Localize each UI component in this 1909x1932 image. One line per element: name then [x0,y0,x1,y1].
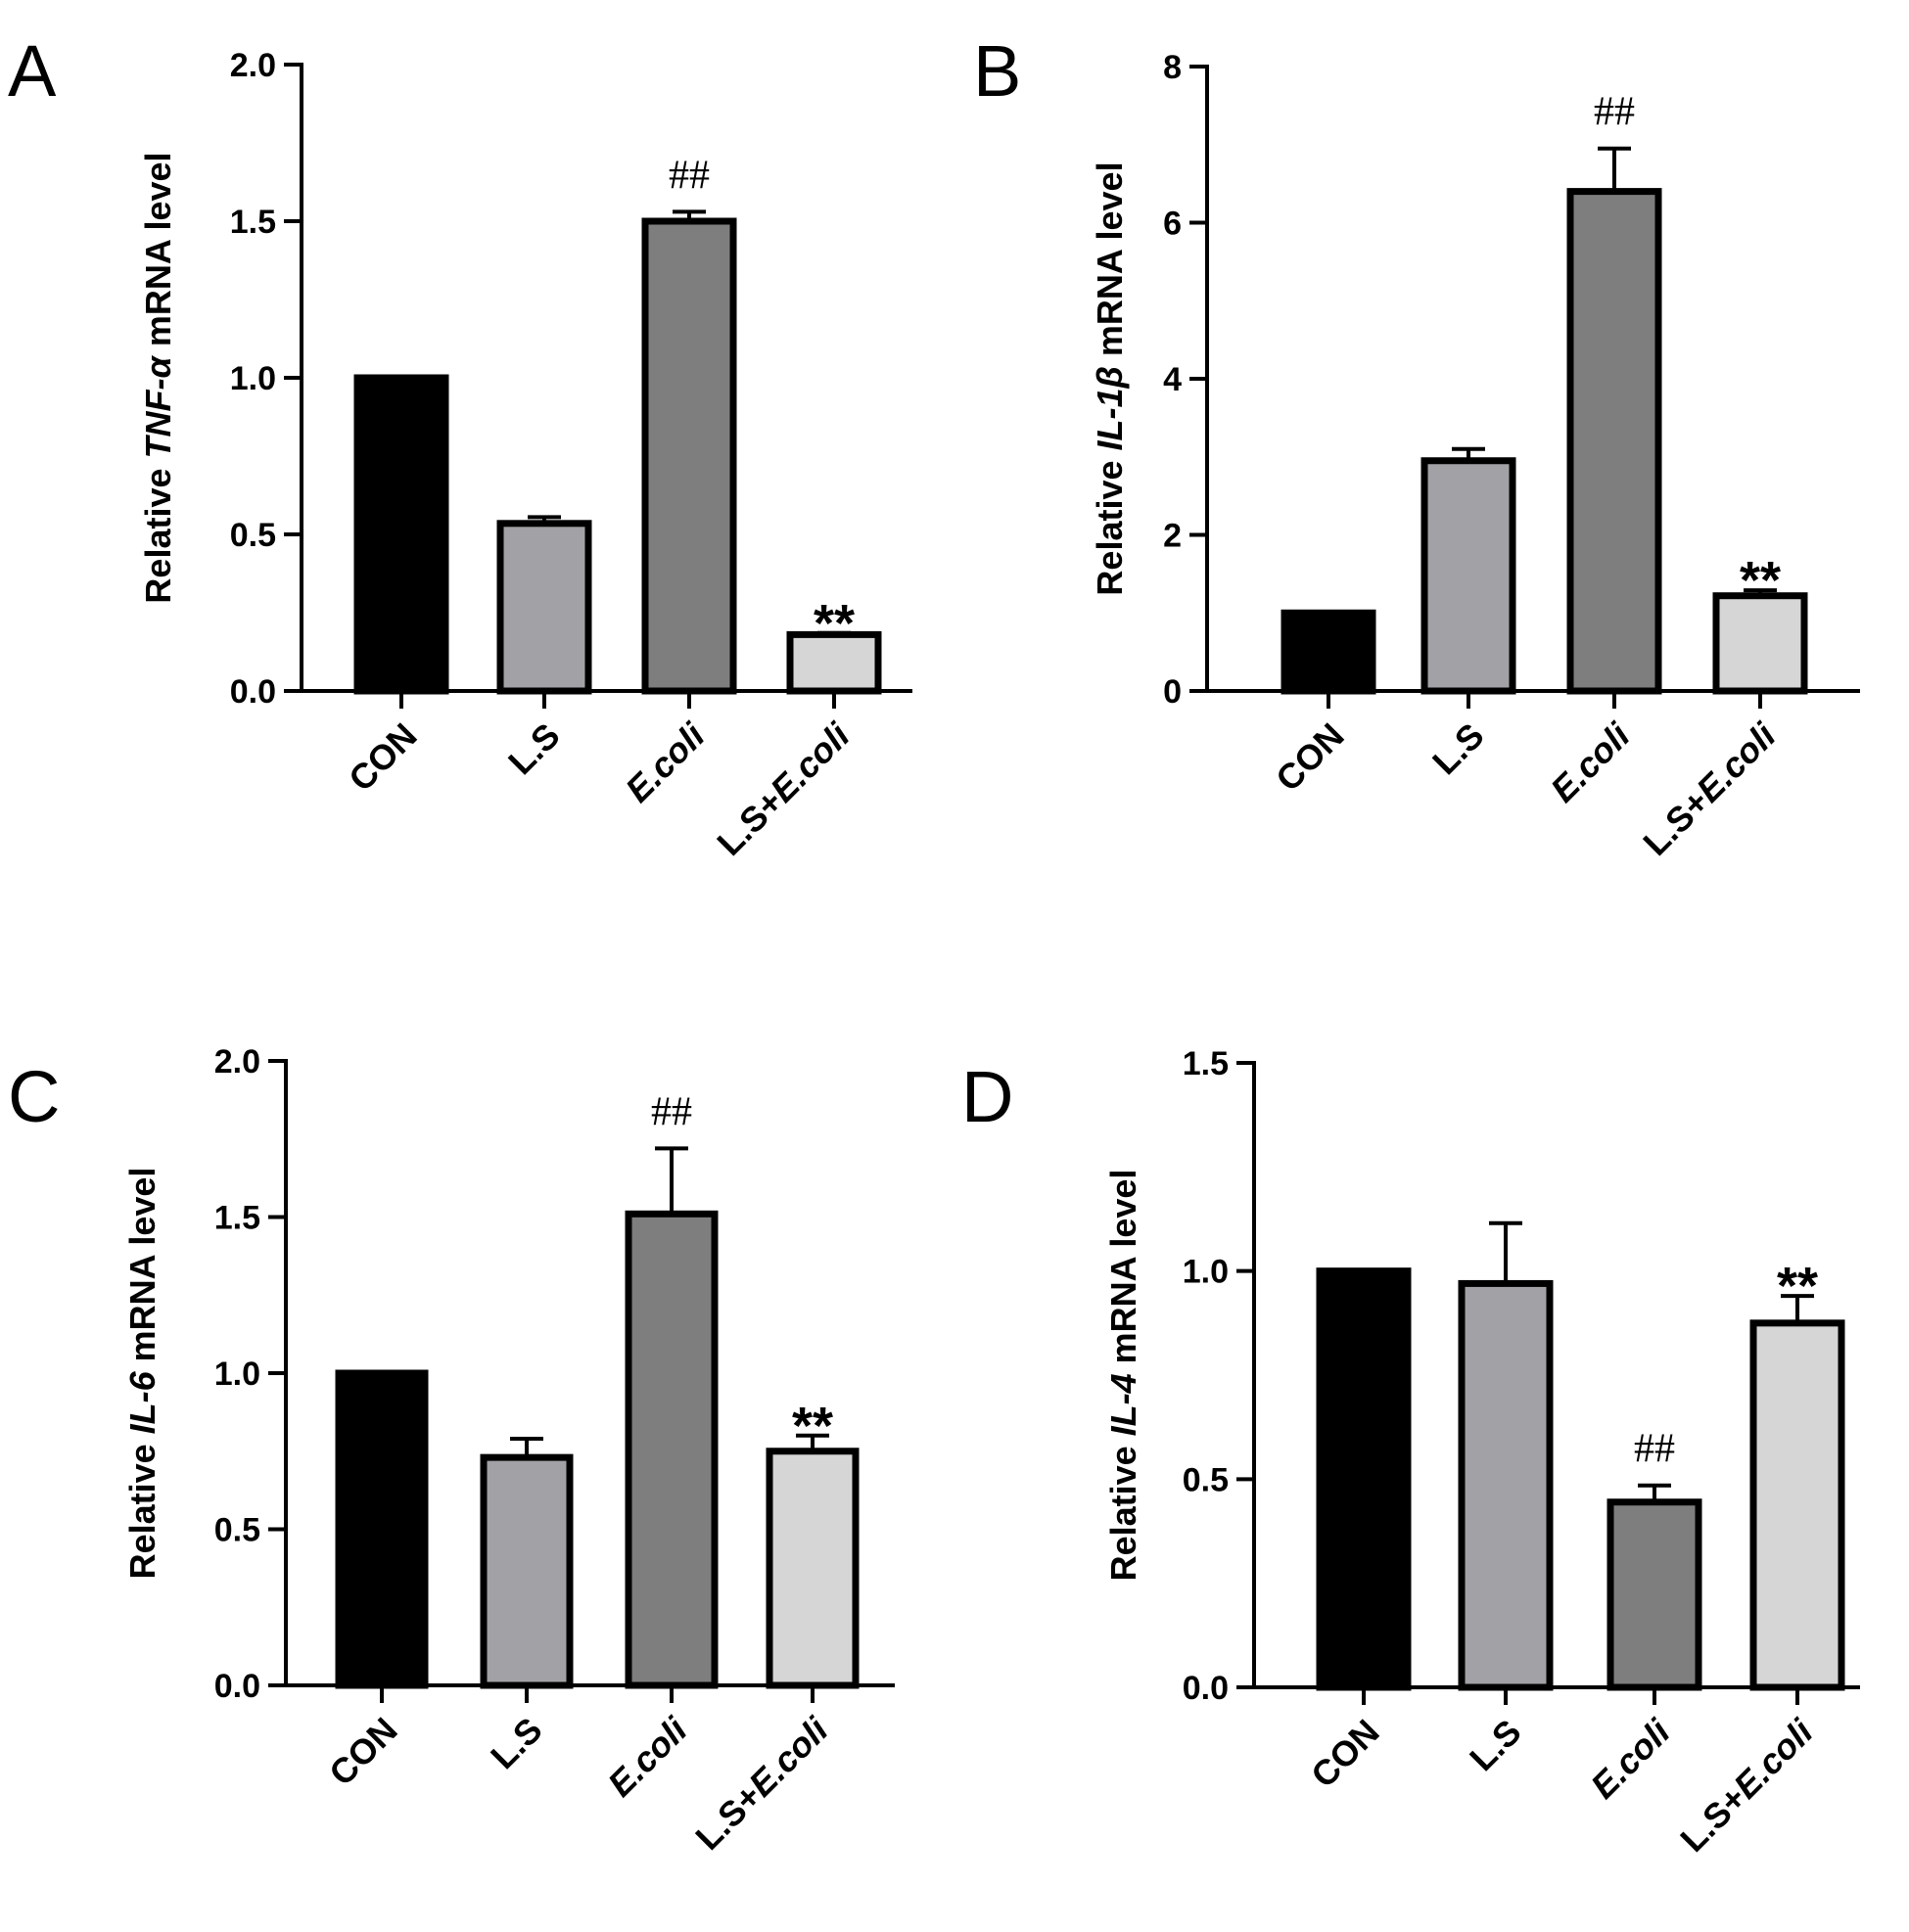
panel-letter: D [961,1056,1013,1137]
significance-marker: ** [1777,1257,1818,1315]
y-tick-label: 0.5 [1183,1461,1229,1498]
significance-marker: ** [792,1397,833,1455]
y-axis-label: Relative IL-6 mRNA level [122,1168,163,1580]
x-tick-label: L.S+E.coli [687,1709,836,1858]
bar [480,1453,574,1689]
y-tick-label: 1.5 [214,1200,260,1237]
y-tick-label: 1.0 [230,360,276,397]
chart-panel-a: A ## ** 0.0 0.5 1.0 1.5 2.0 CON L.S E.coliL.S+E.co… [8,30,912,863]
x-tick-label: L.S+E.coli [709,714,858,863]
y-tick-label: 1.0 [1183,1254,1229,1291]
bar [1458,1279,1554,1691]
y-tick-label: 8 [1163,49,1182,86]
y-tick-label: 0.0 [1183,1670,1229,1707]
y-tick-label: 0.5 [230,517,276,554]
bar [625,1210,719,1689]
x-tick-label: E.coli [600,1709,696,1805]
x-tick-label: E.coli [618,714,714,810]
significance-marker: ** [814,594,855,653]
panel-letter: C [8,1056,60,1137]
significance-marker: ** [1740,551,1781,610]
x-tick-label: CON [341,715,425,800]
panel-letter: B [973,30,1021,112]
y-tick-label: 0.0 [230,673,276,711]
bar [786,630,882,695]
bar [353,374,449,695]
y-tick-label: 1.5 [230,204,276,241]
panel-letter: A [8,30,57,112]
significance-marker: ## [669,153,710,198]
y-tick-label: 0.0 [214,1668,260,1705]
y-axis-label: Relative TNF-α mRNA level [138,152,178,603]
x-tick-label: L.S [483,1710,550,1777]
bar [1566,188,1662,695]
significance-marker: ## [1594,90,1635,135]
y-tick-label: 1.0 [214,1356,260,1393]
significance-marker: ## [651,1089,692,1134]
bar [496,520,592,695]
x-tick-label: L.S [1462,1712,1529,1779]
y-tick-label: 2.0 [214,1043,260,1081]
bar [335,1369,429,1689]
bar [641,217,737,695]
significance-marker: ## [1634,1427,1675,1472]
y-tick-label: 2 [1163,518,1182,555]
y-tick-label: 0.5 [214,1512,260,1549]
x-tick-label: E.coli [1583,1711,1679,1807]
y-tick-label: 2.0 [230,47,276,84]
bar [1606,1498,1702,1691]
bar [766,1448,860,1689]
y-tick-label: 6 [1163,206,1182,243]
y-axis-label: Relative IL-1β mRNA level [1090,161,1130,595]
x-tick-label: CON [1268,715,1352,800]
y-tick-label: 1.5 [1183,1045,1229,1082]
x-tick-label: CON [321,1710,405,1794]
chart-panel-c: C ## ** 0.0 0.5 1.0 1.5 2.0 CON L.S E.coliL.S+E.co… [8,1043,895,1858]
x-tick-label: E.coli [1543,714,1639,810]
bar [1316,1267,1412,1691]
bar [1280,609,1376,695]
x-tick-label: CON [1303,1712,1387,1796]
bar [1712,592,1808,695]
y-tick-label: 0 [1163,673,1182,711]
y-axis-label: Relative IL-4 mRNA level [1103,1170,1143,1582]
x-tick-label: L.S [1424,715,1492,783]
x-tick-label: L.S [500,715,568,783]
bar [1420,457,1516,695]
x-tick-label: L.S+E.coli [1635,714,1784,863]
y-tick-label: 4 [1163,361,1182,398]
bar [1749,1319,1845,1691]
x-tick-label: L.S+E.coli [1672,1711,1821,1860]
